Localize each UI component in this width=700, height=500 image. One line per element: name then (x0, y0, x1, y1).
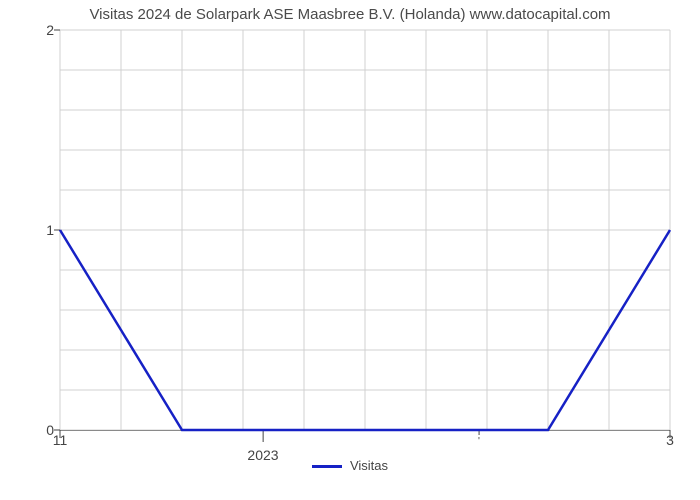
plot-area (60, 30, 670, 431)
plot-svg (60, 30, 670, 430)
legend: Visitas (0, 458, 700, 473)
legend-swatch (312, 465, 342, 468)
chart-title: Visitas 2024 de Solarpark ASE Maasbree B… (0, 6, 700, 23)
legend-label: Visitas (350, 458, 388, 473)
ytick-1: 1 (14, 222, 54, 238)
ytick-0: 0 (14, 422, 54, 438)
ytick-2: 2 (14, 22, 54, 38)
xtick-minor: ' (478, 436, 480, 447)
chart-container: Visitas 2024 de Solarpark ASE Maasbree B… (0, 0, 700, 500)
